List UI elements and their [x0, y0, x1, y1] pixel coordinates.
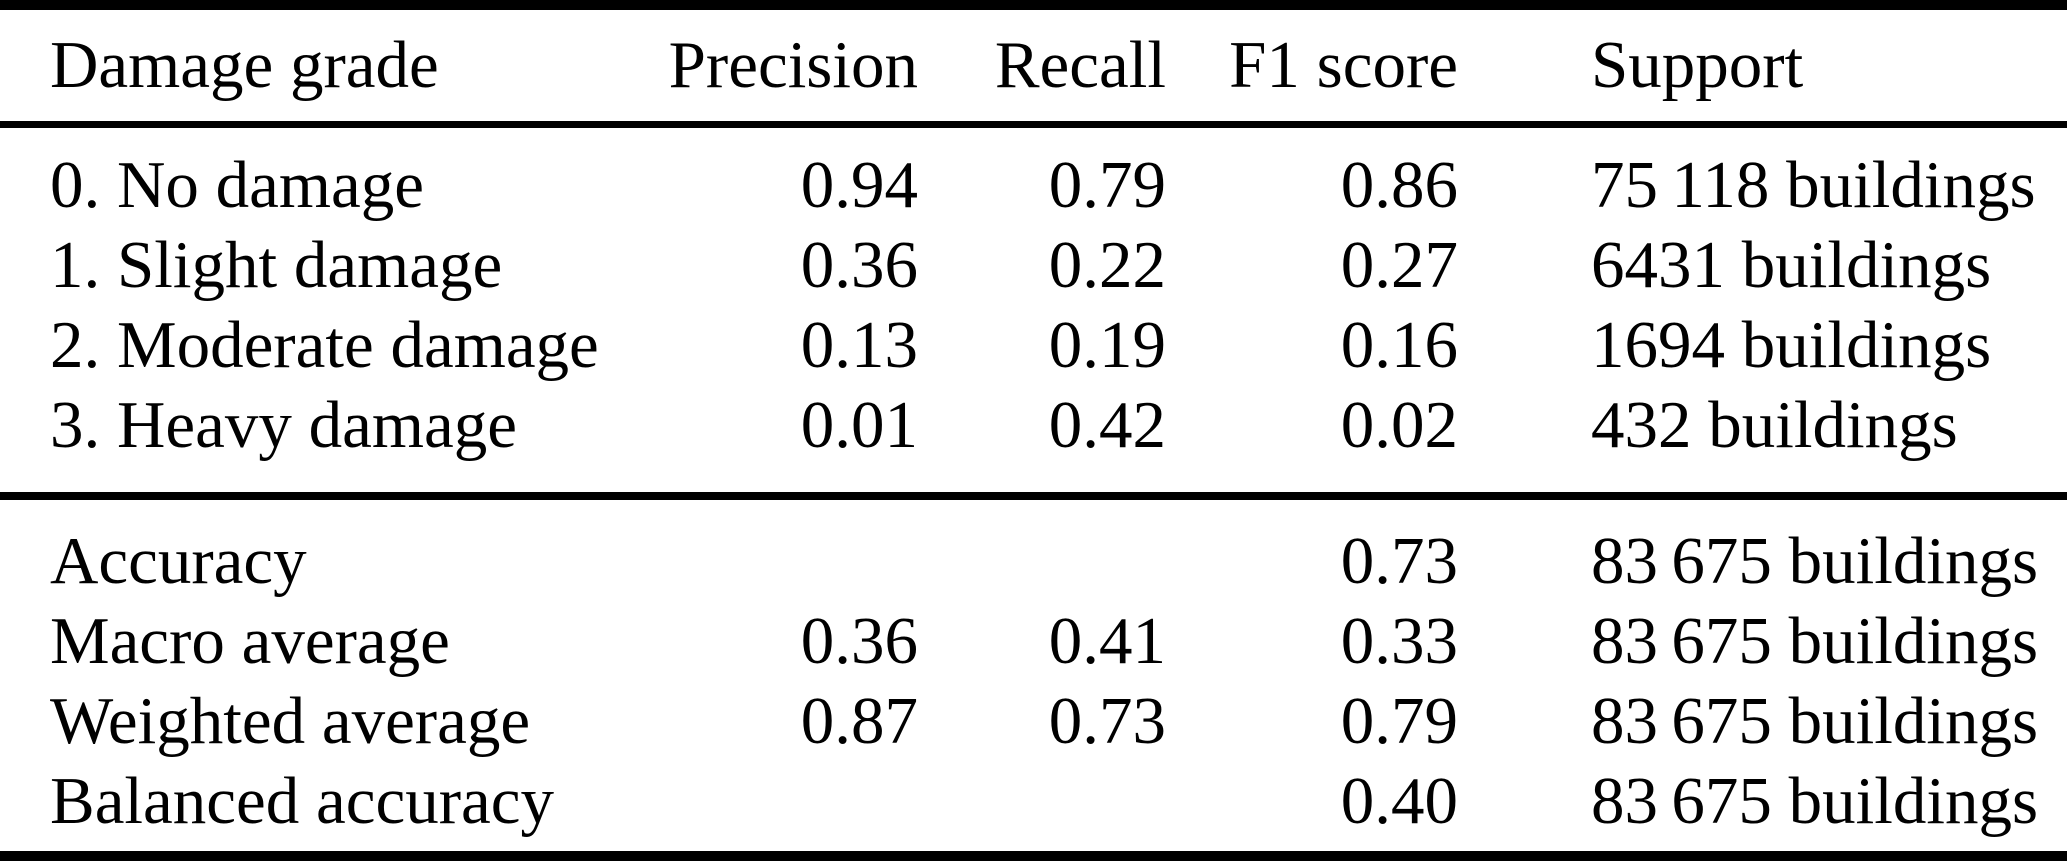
cell-damage-grade: 2. Moderate damage — [50, 308, 599, 382]
table-row-slight-damage: 1. Slight damage 0.36 0.22 0.27 6431 bui… — [0, 225, 2067, 305]
cell-metric-label: Weighted average — [50, 684, 531, 758]
cell-precision: 0.01 — [800, 388, 918, 462]
top-rule — [0, 0, 2067, 10]
cell-metric-label: Balanced accuracy — [50, 764, 555, 838]
header-rule — [0, 121, 2067, 128]
cell-f1-score: 0.02 — [1340, 388, 1458, 462]
column-header-f1-score: F1 score — [1229, 28, 1458, 102]
table-row-no-damage: 0. No damage 0.94 0.79 0.86 75 118 build… — [0, 145, 2067, 225]
table-row-macro-average: Macro average 0.36 0.41 0.33 83 675 buil… — [0, 601, 2067, 681]
cell-recall — [918, 761, 1166, 841]
table-row-weighted-average: Weighted average 0.87 0.73 0.79 83 675 b… — [0, 681, 2067, 761]
cell-f1-score: 0.33 — [1340, 604, 1458, 678]
cell-support: 1694 buildings — [1591, 308, 1992, 382]
cell-metric-label: Accuracy — [50, 524, 307, 598]
cell-precision: 0.36 — [800, 228, 918, 302]
table-row-heavy-damage: 3. Heavy damage 0.01 0.42 0.02 432 build… — [0, 385, 2067, 465]
cell-precision: 0.87 — [800, 684, 918, 758]
mid-rule — [0, 492, 2067, 500]
table-header-row: Damage grade Precision Recall F1 score S… — [0, 10, 2067, 121]
cell-precision: 0.94 — [800, 148, 918, 222]
column-header-damage-grade: Damage grade — [50, 28, 439, 102]
cell-support: 83 675 buildings — [1591, 684, 2039, 758]
bottom-rule — [0, 851, 2067, 861]
cell-support: 83 675 buildings — [1591, 524, 2039, 598]
cell-support: 6431 buildings — [1591, 228, 1992, 302]
column-header-support: Support — [1591, 28, 1804, 102]
cell-f1-score: 0.40 — [1340, 764, 1458, 838]
cell-f1-score: 0.27 — [1340, 228, 1458, 302]
cell-precision: 0.36 — [800, 604, 918, 678]
cell-recall: 0.22 — [1048, 228, 1166, 302]
table-row-accuracy: Accuracy 0.73 83 675 buildings — [0, 521, 2067, 601]
cell-damage-grade: 1. Slight damage — [50, 228, 503, 302]
table-row-moderate-damage: 2. Moderate damage 0.13 0.19 0.16 1694 b… — [0, 305, 2067, 385]
cell-metric-label: Macro average — [50, 604, 450, 678]
cell-precision — [640, 521, 918, 601]
cell-recall: 0.42 — [1048, 388, 1166, 462]
column-header-recall: Recall — [994, 28, 1166, 102]
cell-recall — [918, 521, 1166, 601]
per-class-section: 0. No damage 0.94 0.79 0.86 75 118 build… — [0, 128, 2067, 492]
cell-recall: 0.73 — [1048, 684, 1166, 758]
cell-support: 83 675 buildings — [1591, 764, 2039, 838]
cell-f1-score: 0.16 — [1340, 308, 1458, 382]
cell-f1-score: 0.73 — [1340, 524, 1458, 598]
cell-precision: 0.13 — [800, 308, 918, 382]
cell-f1-score: 0.79 — [1340, 684, 1458, 758]
cell-support: 83 675 buildings — [1591, 604, 2039, 678]
cell-damage-grade: 3. Heavy damage — [50, 388, 517, 462]
cell-support: 75 118 buildings — [1591, 148, 2036, 222]
cell-recall: 0.19 — [1048, 308, 1166, 382]
column-header-precision: Precision — [668, 28, 918, 102]
table-row-balanced-accuracy: Balanced accuracy 0.40 83 675 buildings — [0, 761, 2067, 841]
cell-recall: 0.79 — [1048, 148, 1166, 222]
cell-support: 432 buildings — [1591, 388, 1958, 462]
cell-precision — [640, 761, 918, 841]
cell-damage-grade: 0. No damage — [50, 148, 424, 222]
cell-recall: 0.41 — [1048, 604, 1166, 678]
summary-section: Accuracy 0.73 83 675 buildings Macro ave… — [0, 500, 2067, 851]
cell-f1-score: 0.86 — [1340, 148, 1458, 222]
